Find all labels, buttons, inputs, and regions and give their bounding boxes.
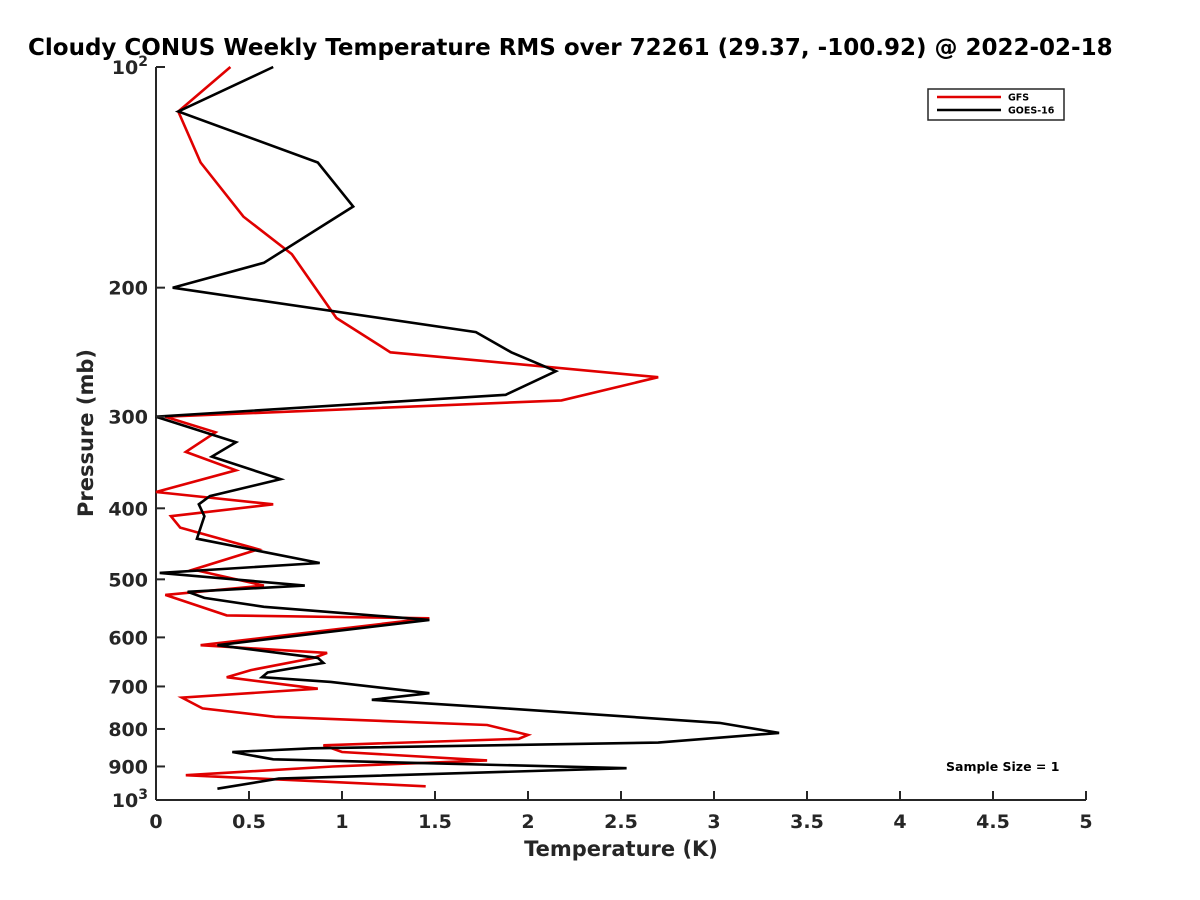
x-tick-label: 2.5: [604, 811, 638, 833]
y-tick-label: 300: [108, 407, 148, 429]
x-axis-label: Temperature (K): [524, 837, 718, 861]
legend-label-gfs: GFS: [1008, 93, 1029, 104]
y-tick-label: 102: [112, 54, 148, 79]
legend-label-goes16: GOES-16: [1008, 106, 1055, 117]
x-axis-ticks: 0 0.5 1 1.5 2 2.5 3 3.5 4 4.5 5: [149, 791, 1093, 833]
series-line-gfs: [155, 66, 659, 788]
x-tick-label: 0: [149, 811, 162, 833]
y-tick-label: 700: [108, 676, 148, 698]
y-tick-label: 800: [108, 719, 148, 741]
x-tick-label: 3.5: [790, 811, 824, 833]
y-tick-label: 400: [108, 498, 148, 520]
y-tick-label: 200: [108, 278, 148, 300]
y-axis-label: Pressure (mb): [74, 349, 98, 517]
x-tick-label: 1.5: [418, 811, 452, 833]
legend-box: [927, 88, 1065, 121]
y-axis-ticks: 102 200 300 400 500 600 700 800 900 103: [108, 54, 165, 812]
legend: GFS GOES-16: [927, 88, 1065, 121]
y-tick-label: 600: [108, 627, 148, 649]
x-tick-label: 1: [335, 811, 348, 833]
x-tick-label: 0.5: [232, 811, 266, 833]
series-line-goes16: [155, 65, 780, 790]
y-tick-label: 500: [108, 569, 148, 591]
x-tick-label: 4: [893, 811, 906, 833]
x-tick-label: 2: [521, 811, 534, 833]
x-tick-label: 3: [707, 811, 720, 833]
series-layer: [155, 65, 780, 790]
x-tick-label: 4.5: [976, 811, 1010, 833]
plot-area: 0 0.5 1 1.5 2 2.5 3 3.5 4 4.5 5 102 200 300 400 500 600…: [108, 54, 1092, 833]
y-tick-label: 900: [108, 756, 148, 778]
y-tick-label: 103: [112, 787, 148, 812]
chart-title: Cloudy CONUS Weekly Temperature RMS over…: [28, 35, 1113, 61]
x-tick-label: 5: [1079, 811, 1092, 833]
sample-size-annotation: Sample Size = 1: [946, 759, 1059, 774]
